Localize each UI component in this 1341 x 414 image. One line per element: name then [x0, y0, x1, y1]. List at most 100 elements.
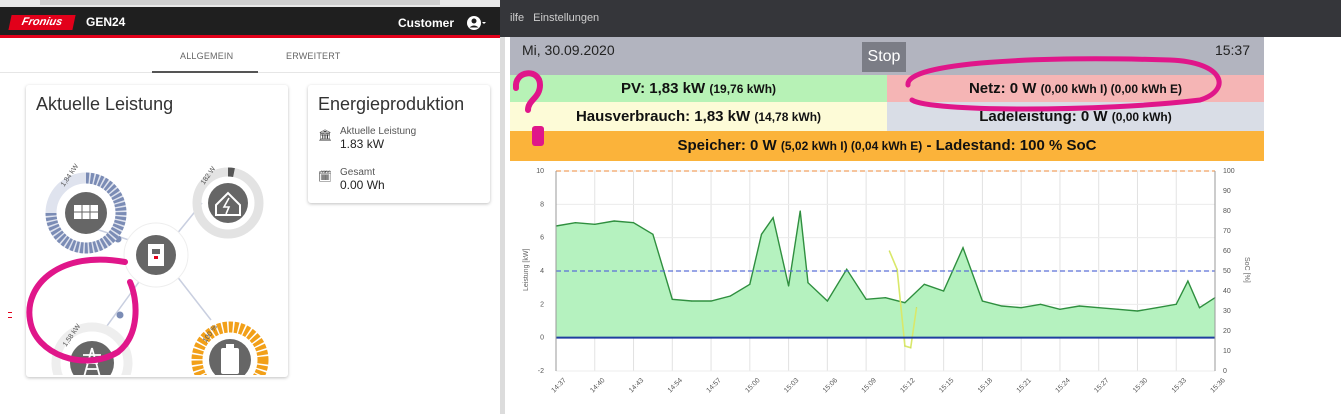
- x-tick-label: 15:18: [977, 377, 994, 394]
- lade-main: Ladeleistung: 0 W: [979, 108, 1108, 125]
- pv-detail: (19,76 kWh): [709, 82, 777, 96]
- data-point: [896, 268, 898, 270]
- user-role-label[interactable]: Customer: [397, 16, 454, 30]
- data-point: [574, 222, 576, 224]
- data-point: [710, 300, 712, 302]
- pv-line: [555, 210, 1216, 312]
- tab-erweitert[interactable]: ERWEITERT: [286, 51, 341, 61]
- y2-axis-label: SoC [%]: [1243, 257, 1250, 283]
- y2-tick-label: 10: [1223, 348, 1231, 355]
- data-point: [923, 283, 925, 285]
- home-node: 182 W: [192, 165, 264, 239]
- inverter-icon: [148, 244, 164, 266]
- pv-status: PV: 1,83 kW (19,76 kWh): [510, 75, 887, 102]
- chart-series: [555, 210, 1216, 349]
- data-point: [1001, 305, 1003, 307]
- address-bar[interactable]: [40, 0, 440, 5]
- x-tick-label: 15:12: [899, 377, 916, 394]
- grid-node: 1,58 kW: [51, 322, 133, 375]
- data-point: [904, 345, 906, 347]
- x-tick-label: 14:54: [667, 377, 684, 394]
- data-point: [1039, 303, 1042, 305]
- data-point: [904, 302, 906, 304]
- app-name: GEN24: [86, 15, 126, 29]
- data-point: [799, 210, 801, 212]
- app-header: Fronius GEN24 Customer: [0, 7, 500, 38]
- active-tab-indicator: [152, 71, 258, 73]
- power-chart: 14:37 14:40 14:43 14:54 14:57 15:00 15:03 15:06…: [523, 168, 1250, 394]
- menu: ilfe Einstellungen: [510, 12, 605, 24]
- data-point: [865, 298, 867, 300]
- window-divider: [500, 0, 505, 414]
- y2-tick-label: 30: [1223, 308, 1231, 315]
- data-point: [915, 307, 918, 309]
- current-power-value: 1.83 kW: [340, 137, 385, 151]
- lade-detail: (0,00 kWh): [1111, 110, 1172, 124]
- menu-item-hilfe[interactable]: ilfe: [510, 12, 525, 24]
- y2-tick-label: 80: [1223, 208, 1231, 215]
- x-tick-label: 14:40: [589, 377, 606, 394]
- y-tick-label: -2: [538, 368, 544, 375]
- x-tick-label: 15:27: [1093, 377, 1110, 394]
- calendar-icon: 🗓: [318, 171, 332, 183]
- fronius-app-window: Fronius GEN24 Customer ALLGEMEIN ERWEITE…: [0, 0, 500, 414]
- data-point: [749, 283, 751, 285]
- battery-node: 100 %: [191, 321, 269, 375]
- inverter-node: [123, 222, 189, 288]
- tab-bar: ALLGEMEIN ERWEITERT: [0, 41, 500, 73]
- grid-to-inverter-line: [103, 274, 145, 331]
- date-label: Mi, 30.09.2020: [522, 42, 615, 58]
- data-point: [632, 222, 635, 224]
- total-energy-value: 0.00 Wh: [340, 178, 385, 192]
- x-tick-label: 15:06: [822, 377, 839, 394]
- x-tick-label: 15:09: [861, 377, 878, 394]
- account-icon[interactable]: [466, 13, 486, 33]
- y2-tick-label: 20: [1223, 328, 1231, 335]
- data-point: [787, 285, 790, 287]
- x-tick-label: 15:36: [1209, 377, 1226, 394]
- x-tick-label: 15:33: [1171, 377, 1188, 394]
- data-point: [846, 268, 848, 270]
- y2-tick-label: 0: [1223, 368, 1227, 375]
- data-point: [826, 300, 828, 302]
- data-point: [729, 295, 732, 297]
- tab-allgemein[interactable]: ALLGEMEIN: [180, 51, 234, 61]
- data-point: [807, 282, 809, 284]
- y2-tick-label: 60: [1223, 248, 1231, 255]
- x-tick-label: 15:21: [1016, 377, 1033, 394]
- data-point: [760, 233, 763, 235]
- y-tick-label: 2: [540, 301, 544, 308]
- y-tick-label: 4: [540, 268, 544, 275]
- current-power-card: Aktuelle Leistung 1,84 k: [26, 85, 288, 377]
- energy-production-title: Energieproduktion: [318, 94, 465, 114]
- y2-tick-label: 90: [1223, 188, 1231, 195]
- y2-tick-label: 40: [1223, 288, 1231, 295]
- netz-status: Netz: 0 W (0,00 kWh I) (0,00 kWh E): [887, 75, 1264, 102]
- x-tick-label: 14:57: [706, 377, 723, 394]
- y2-tick-label: 70: [1223, 228, 1231, 235]
- y2-tick-label: 100: [1223, 168, 1235, 175]
- fronius-logo[interactable]: Fronius: [8, 15, 76, 30]
- x-tick-label: 15:00: [744, 377, 761, 394]
- y-tick-label: 10: [536, 168, 544, 175]
- data-point: [962, 247, 964, 249]
- data-point: [1020, 307, 1022, 309]
- data-point: [671, 298, 673, 300]
- hausverbrauch-status: Hausverbrauch: 1,83 kW (14,78 kWh): [510, 102, 887, 131]
- data-point: [691, 300, 693, 302]
- data-point: [594, 223, 596, 225]
- browser-menu-bar: [500, 0, 1341, 37]
- data-point: [772, 217, 774, 219]
- data-point: [884, 297, 887, 299]
- data-point: [1098, 307, 1100, 309]
- total-energy-label: Gesamt: [340, 167, 376, 178]
- data-point: [1187, 280, 1189, 282]
- menu-item-einstellungen[interactable]: Einstellungen: [533, 12, 600, 24]
- stop-button[interactable]: Stop: [862, 42, 906, 72]
- x-tick-label: 14:43: [628, 377, 645, 394]
- pv-node: 1,84 kW: [45, 163, 127, 254]
- red-marker: [8, 312, 12, 318]
- data-point: [1059, 308, 1061, 310]
- speicher-detail: (5,02 kWh I) (0,04 kWh E): [780, 139, 923, 153]
